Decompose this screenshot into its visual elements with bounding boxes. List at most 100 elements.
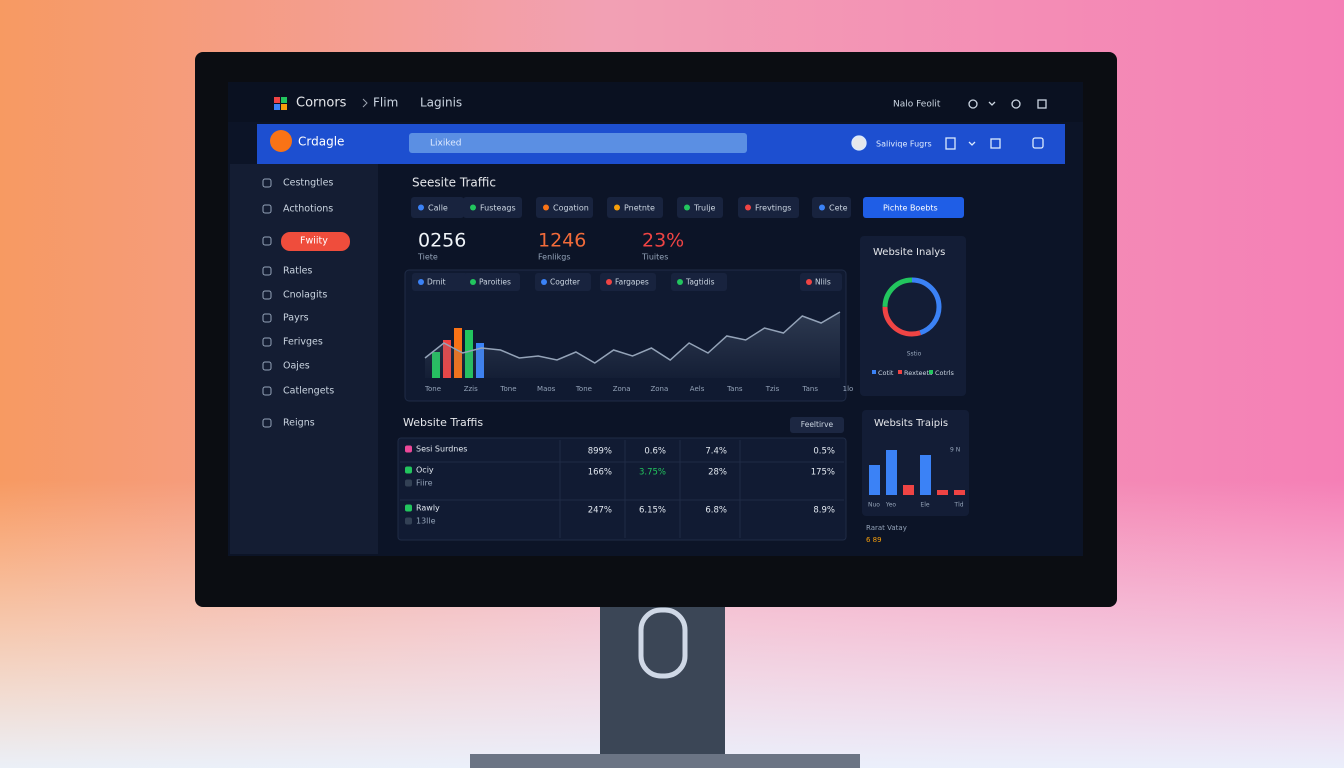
nav-item[interactable]: Ferivges xyxy=(283,337,323,348)
filter-label[interactable]: Fusteags xyxy=(480,204,516,213)
row-dot xyxy=(405,517,412,525)
x-tick-label: Tone xyxy=(424,385,441,393)
legend-dot xyxy=(541,279,547,285)
stat-label: Tiete xyxy=(417,253,438,262)
breadcrumb[interactable]: Laginis xyxy=(420,96,462,110)
cta-label[interactable]: Pichte Boebts xyxy=(883,204,938,213)
section-title: Seesite Traffic xyxy=(412,176,496,190)
line-area xyxy=(425,312,840,378)
legend-chip[interactable] xyxy=(412,273,468,291)
stand-base xyxy=(470,754,860,768)
header-icons xyxy=(851,135,1044,151)
chip-dot xyxy=(418,204,424,211)
row-dot xyxy=(405,445,412,453)
legend-label[interactable]: Paroities xyxy=(479,278,511,287)
nav-item[interactable]: Reigns xyxy=(283,418,315,429)
legend-swatch xyxy=(898,370,902,374)
nav-icon xyxy=(262,313,272,323)
stat-value: 0256 xyxy=(418,230,466,252)
legend-dot xyxy=(606,279,612,285)
stat-value: 1246 xyxy=(538,230,586,252)
brand: Cornors xyxy=(296,96,347,111)
filter-chip[interactable] xyxy=(607,197,663,218)
cta-button-bg[interactable] xyxy=(863,197,964,218)
bar xyxy=(937,490,948,495)
active-pill[interactable] xyxy=(281,232,350,251)
legend-label[interactable]: Fargapes xyxy=(615,278,649,287)
legend-chip[interactable] xyxy=(464,273,520,291)
legend-label[interactable]: Drnit xyxy=(427,278,446,287)
filter-chip[interactable] xyxy=(411,197,464,218)
filter-chip[interactable] xyxy=(463,197,522,218)
nav-item[interactable]: Oajes xyxy=(283,361,310,372)
filter-label[interactable]: Frevtings xyxy=(755,204,791,213)
search-text[interactable]: Lixiked xyxy=(430,139,461,149)
nav-icon xyxy=(262,418,272,428)
account-name[interactable]: Saliviqe Fugrs xyxy=(876,140,932,149)
legend-label: Rexteets xyxy=(904,369,933,377)
table-cell: 166% xyxy=(588,468,612,478)
legend-label[interactable]: Tagtidis xyxy=(685,278,715,287)
donut-segment xyxy=(882,277,942,337)
table-cell: 3.75% xyxy=(639,468,666,478)
nav-item[interactable]: Acthotions xyxy=(283,204,333,215)
nav-item[interactable]: Fwiity xyxy=(300,236,328,247)
nav-item[interactable]: Cestngtles xyxy=(283,178,333,189)
table-cell: 0.6% xyxy=(644,447,666,457)
row-label: Sesi Surdnes xyxy=(416,445,467,454)
legend-dot xyxy=(418,279,424,285)
filter-chip[interactable] xyxy=(812,197,851,218)
x-tick-label: Tzis xyxy=(765,385,780,393)
filter-label[interactable]: Cogation xyxy=(553,204,589,213)
filter-label[interactable]: Trulje xyxy=(693,204,716,213)
chip-dot xyxy=(543,204,549,211)
table-button[interactable]: Feeltirve xyxy=(801,420,834,429)
donut-panel xyxy=(860,236,966,396)
filter-chip[interactable] xyxy=(536,197,593,218)
row-label: Fiire xyxy=(416,479,433,488)
legend-label[interactable]: Nlils xyxy=(815,278,831,287)
legend-swatch xyxy=(872,370,876,374)
stat-label: Fenlikgs xyxy=(538,253,570,262)
annotation: 9 N xyxy=(950,447,960,454)
filter-label[interactable]: Calle xyxy=(428,204,448,213)
filter-label[interactable]: Cete xyxy=(829,204,848,213)
chip-dot xyxy=(684,204,690,211)
nav-item[interactable]: Payrs xyxy=(283,313,309,324)
legend-chip[interactable] xyxy=(600,273,656,291)
nav-item[interactable]: Catlengets xyxy=(283,386,334,397)
legend-chip[interactable] xyxy=(535,273,591,291)
nav-icon xyxy=(262,204,272,214)
x-tick-label: Yeo xyxy=(885,502,897,509)
breadcrumb[interactable]: Flim xyxy=(373,96,398,110)
nav-icon xyxy=(262,178,272,188)
legend-label[interactable]: Cogdter xyxy=(550,278,581,287)
nav-icon xyxy=(262,236,272,246)
row-label: Rawly xyxy=(416,504,440,513)
table-cell: 0.5% xyxy=(813,447,835,457)
table-title: Website Traffis xyxy=(403,416,483,429)
x-tick-label: Zona xyxy=(650,385,668,393)
stat-value: 23% xyxy=(642,230,684,252)
nav-item[interactable]: Cnolagits xyxy=(283,290,327,301)
filter-chip[interactable] xyxy=(738,197,799,218)
legend-label: Cotit xyxy=(878,369,894,377)
user-name[interactable]: Nalo Feolit xyxy=(893,100,941,110)
legend-chip[interactable] xyxy=(671,273,727,291)
stat-label: Tiuites xyxy=(641,253,668,262)
x-tick-label: Tone xyxy=(575,385,592,393)
filter-label[interactable]: Pnetnte xyxy=(624,204,655,213)
chip-dot xyxy=(470,204,476,211)
legend-label: Cotrls xyxy=(935,369,955,377)
row-label: 13lle xyxy=(416,517,436,526)
nav-icon xyxy=(262,337,272,347)
filter-chip[interactable] xyxy=(677,197,723,218)
nav-icon xyxy=(262,266,272,276)
bar xyxy=(903,485,914,495)
legend-chip[interactable] xyxy=(800,273,842,291)
table-button-bg[interactable] xyxy=(790,417,844,433)
search-box[interactable] xyxy=(409,133,747,153)
nav-item[interactable]: Ratles xyxy=(283,266,312,277)
nav-icon xyxy=(262,386,272,396)
